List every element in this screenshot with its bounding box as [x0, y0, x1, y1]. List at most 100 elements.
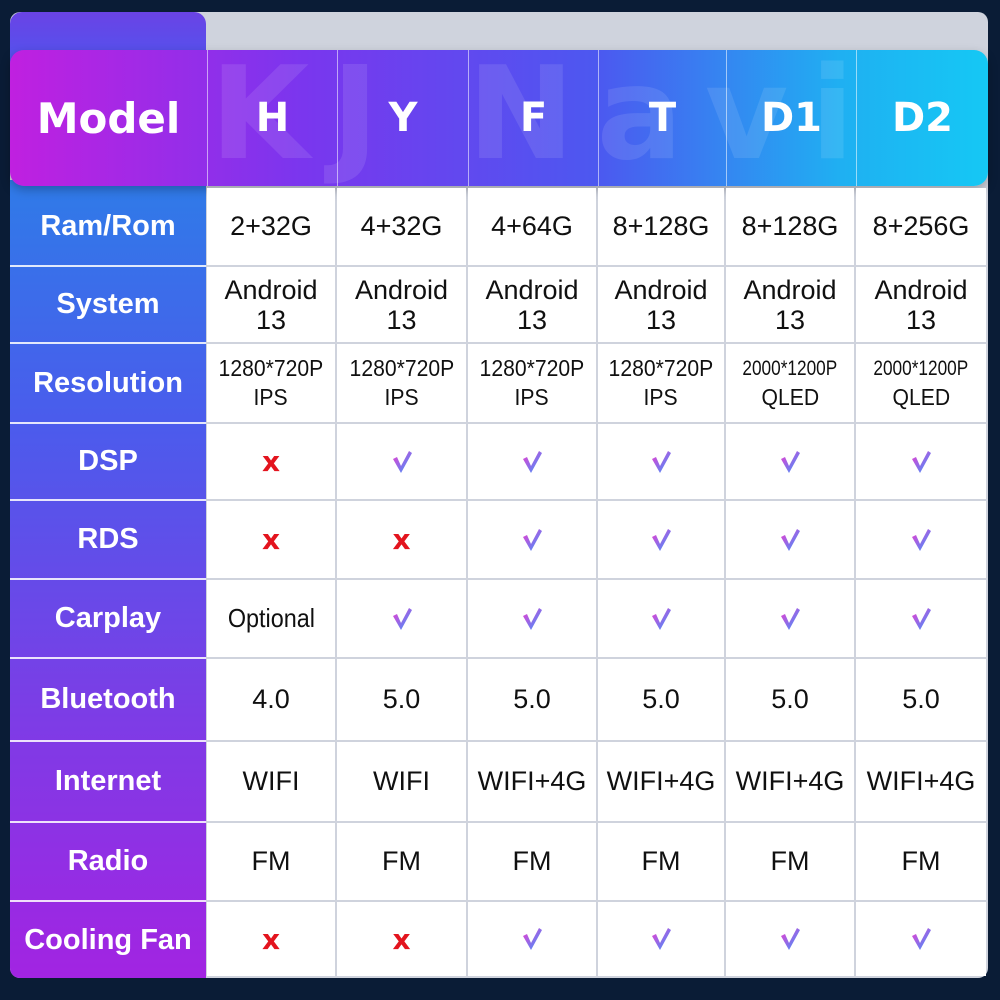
cell-text: 2000*1200P	[873, 356, 969, 380]
table-cell: 2+32G	[207, 188, 335, 265]
table-cell: 8+256G	[856, 188, 986, 265]
table-cell	[726, 902, 854, 976]
cell-text: 2+32G	[230, 211, 312, 241]
table-cell	[598, 501, 724, 578]
checkmark-icon	[523, 928, 542, 950]
table-cell: 8+128G	[598, 188, 724, 265]
table-cell	[856, 424, 986, 499]
table-cell	[468, 501, 596, 578]
table-cell: x	[207, 501, 335, 578]
table-cell: Android 13	[856, 267, 986, 342]
table-cell: WIFI+4G	[726, 742, 854, 821]
header-model-label: Model	[36, 93, 181, 143]
header-model-y: Y	[337, 50, 468, 186]
cell-text: 4.0	[252, 684, 290, 714]
table-cell: 1280*720P IPS	[598, 344, 724, 422]
cross-icon: x	[261, 922, 281, 956]
table-cell: WIFI	[207, 742, 335, 821]
table-cell	[726, 424, 854, 499]
table-cell	[598, 580, 724, 657]
cell-text: Android	[614, 274, 708, 305]
cell-text: QLED	[761, 383, 819, 410]
cell-text: FM	[901, 846, 941, 876]
row-label-bluetooth: Bluetooth	[10, 659, 206, 742]
table-cell	[726, 580, 854, 657]
table-cell: FM	[337, 823, 466, 900]
table-cell: WIFI+4G	[468, 742, 596, 821]
cell-text: 13	[645, 304, 677, 335]
cell-text: 5.0	[382, 684, 421, 714]
table-cell	[856, 501, 986, 578]
table-cell: Android 13	[468, 267, 596, 342]
table-cell: 8+128G	[726, 188, 854, 265]
cell-text: IPS	[384, 384, 419, 410]
cell-text: QLED	[892, 383, 950, 410]
cell-text: 13	[255, 304, 287, 335]
cell-text: 8+128G	[612, 211, 710, 241]
cell-text: WIFI+4G	[735, 766, 845, 796]
checkmark-icon	[912, 607, 931, 630]
cell-text: 5.0	[771, 684, 809, 714]
checkmark-icon	[781, 607, 800, 630]
cell-text: FM	[770, 846, 810, 876]
table-cell: x	[337, 902, 466, 976]
table-cell	[468, 580, 596, 657]
header-model-d1: D1	[726, 50, 856, 186]
checkmark-icon	[523, 528, 542, 551]
cell-text: FM	[641, 846, 681, 876]
table-cell	[598, 424, 724, 499]
checkmark-icon	[652, 450, 671, 473]
cell-text: WIFI	[373, 766, 430, 796]
cell-text: IPS	[514, 384, 550, 410]
table-cell: 5.0	[598, 659, 724, 740]
cell-text: 8+256G	[872, 211, 970, 241]
table-cell: 1280*720P IPS	[468, 344, 596, 422]
header-model-t: T	[598, 50, 726, 186]
table-cell: 4+64G	[468, 188, 596, 265]
row-label-system: System	[10, 267, 206, 344]
table-cell: FM	[468, 823, 596, 900]
cell-text: WIFI+4G	[606, 766, 716, 796]
table-cell: WIFI	[337, 742, 466, 821]
row-label-ram-rom: Ram/Rom	[10, 188, 206, 267]
cross-icon: x	[261, 523, 281, 556]
checkmark-icon	[652, 928, 671, 950]
header-model-f: F	[468, 50, 598, 186]
table-cell: Android 13	[726, 267, 854, 342]
cross-icon: x	[261, 445, 281, 478]
row-label-internet: Internet	[10, 742, 206, 823]
cell-text: IPS	[253, 384, 289, 410]
table-cell: 5.0	[468, 659, 596, 740]
cell-text: WIFI+4G	[477, 766, 587, 796]
checkmark-icon	[912, 450, 931, 473]
table-cell: x	[207, 424, 335, 499]
table-cell: x	[207, 902, 335, 976]
cell-text: 4+64G	[491, 211, 573, 241]
cell-text: Android	[874, 274, 968, 305]
table-cell: 2000*1200P QLED	[856, 344, 986, 422]
cell-text: Optional	[227, 603, 315, 633]
cell-text: 8+128G	[741, 211, 839, 241]
checkmark-icon	[523, 607, 542, 630]
row-label-rds: RDS	[10, 501, 206, 580]
table-cell: Android 13	[598, 267, 724, 342]
checkmark-icon	[781, 528, 800, 551]
table-cell: FM	[598, 823, 724, 900]
checkmark-icon	[523, 450, 542, 473]
cell-text: 13	[386, 304, 417, 335]
cell-text: FM	[512, 846, 552, 876]
table-cell: FM	[726, 823, 854, 900]
cell-text: 13	[516, 304, 548, 335]
checkmark-icon	[652, 528, 671, 551]
cell-text: IPS	[643, 384, 679, 410]
cell-text: 2000*1200P	[742, 356, 838, 380]
table-cell	[856, 580, 986, 657]
row-label-radio: Radio	[10, 823, 206, 902]
checkmark-icon	[912, 528, 931, 551]
table-cell: 4+32G	[337, 188, 466, 265]
cross-icon: x	[392, 523, 411, 556]
table-cell	[468, 902, 596, 976]
table-cell: 5.0	[337, 659, 466, 740]
header-model-h: H	[207, 50, 337, 186]
